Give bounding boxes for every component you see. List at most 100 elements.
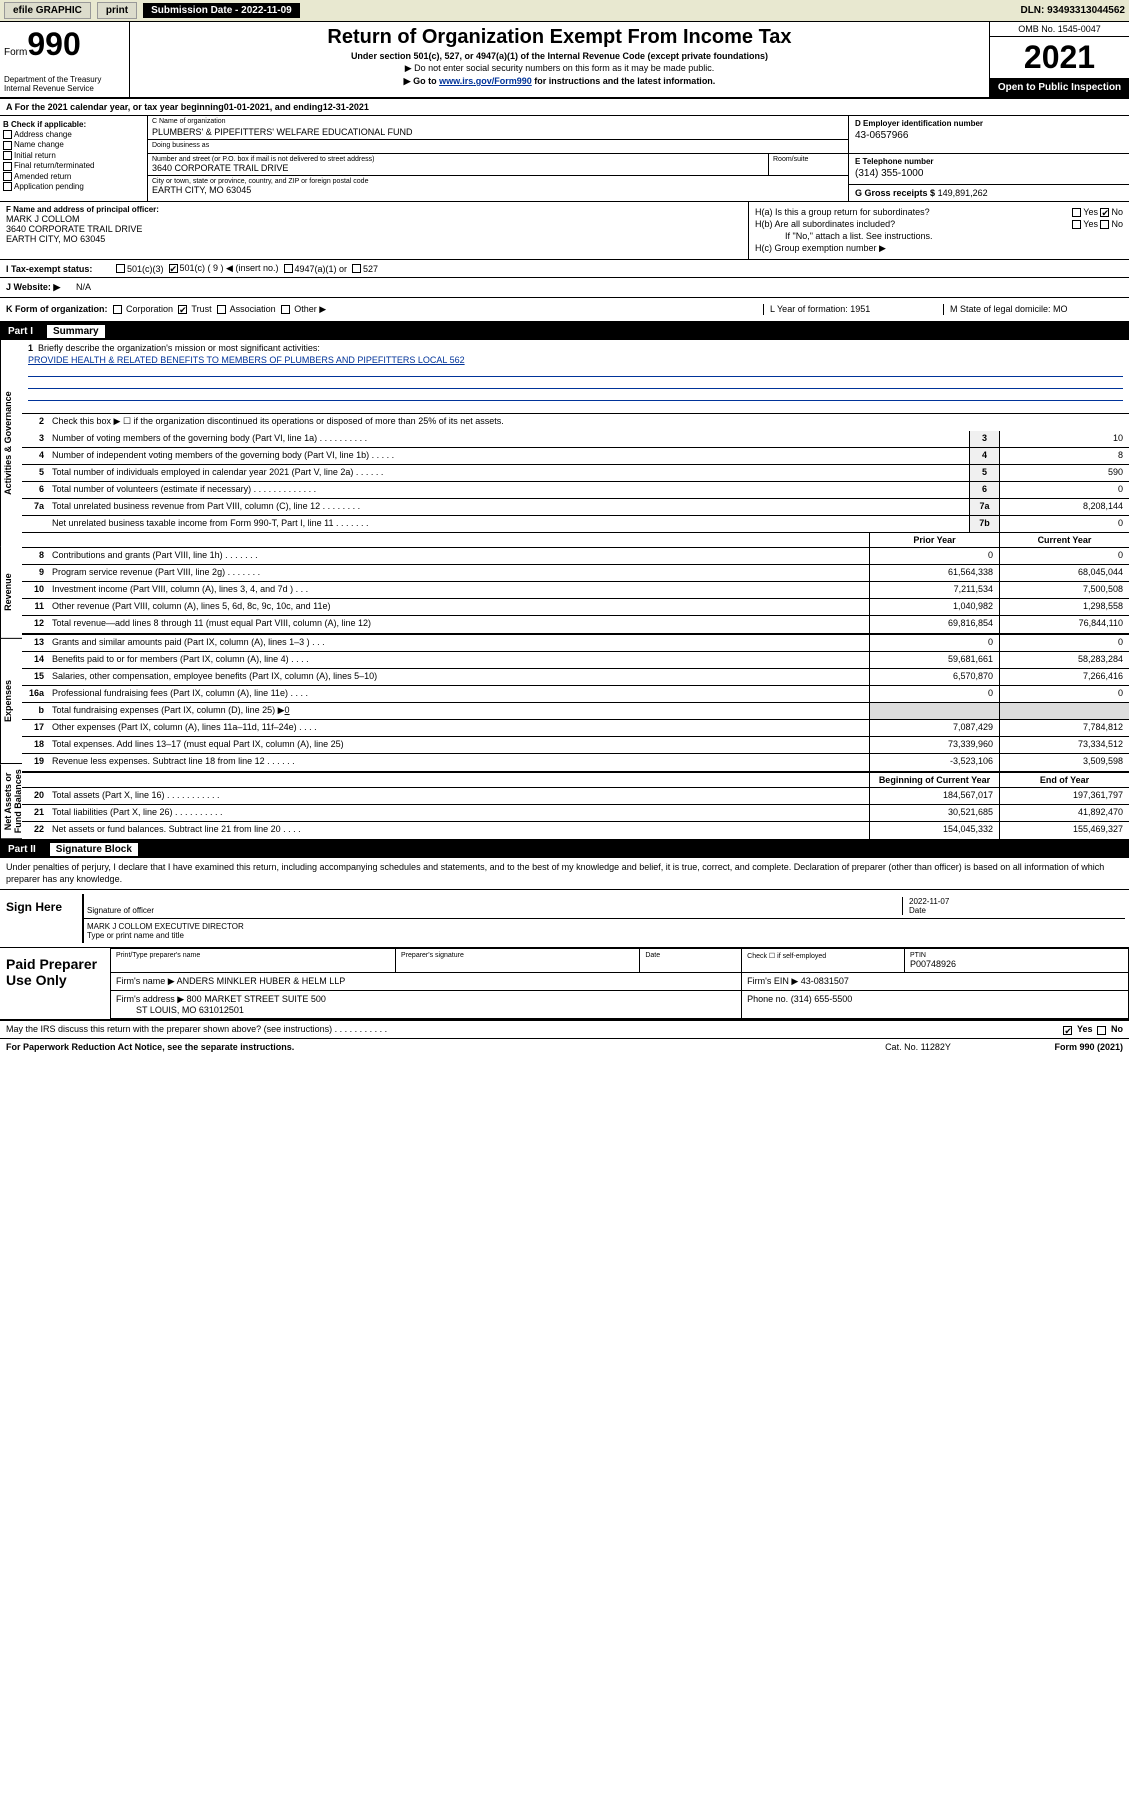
print-button[interactable]: print [97,2,137,19]
gross-value: 149,891,262 [938,188,988,198]
line11: Other revenue (Part VIII, column (A), li… [48,599,869,615]
line3: Number of voting members of the governin… [48,431,969,447]
subtitle-2: ▶ Do not enter social security numbers o… [138,63,981,74]
line19: Revenue less expenses. Subtract line 18 … [48,754,869,771]
room-label: Room/suite [768,154,848,175]
gross-label: G Gross receipts $ [855,188,935,198]
dln-value: DLN: 93493313044562 [1020,5,1125,16]
sign-here-label: Sign Here [0,890,70,947]
tel-value: (314) 355-1000 [855,166,1123,181]
eoy-hdr: End of Year [999,773,1129,787]
omb-number: OMB No. 1545-0047 [990,22,1129,37]
ein-value: 43-0657966 [855,128,1123,143]
top-toolbar: efile GRAPHIC print Submission Date - 20… [0,0,1129,22]
sig-name-label: Type or print name and title [87,931,184,940]
tax-year: 2021 [990,37,1129,78]
chk-527[interactable] [352,264,361,273]
sig-officer-label: Signature of officer [87,906,154,915]
irs-link[interactable]: www.irs.gov/Form990 [439,76,532,86]
line15: Salaries, other compensation, employee b… [48,669,869,685]
discuss-yes[interactable] [1063,1026,1072,1035]
sig-name: MARK J COLLOM EXECUTIVE DIRECTOR [87,922,244,931]
org-name-label: C Name of organization [148,116,848,127]
boy-hdr: Beginning of Current Year [869,773,999,787]
line8: Contributions and grants (Part VIII, lin… [48,548,869,564]
hb-yes[interactable] [1072,220,1081,229]
ha-no[interactable] [1100,208,1109,217]
hb-note: If "No," attach a list. See instructions… [755,231,1123,241]
firm-name: ANDERS MINKLER HUBER & HELM LLP [177,976,346,986]
sig-date: 2022-11-07 [909,897,949,906]
website-label: J Website: ▶ [6,282,76,293]
year-formation: L Year of formation: 1951 [763,304,943,315]
org-name: PLUMBERS' & PIPEFITTERS' WELFARE EDUCATI… [148,127,848,139]
firm-addr2: ST LOUIS, MO 631012501 [136,1005,244,1015]
chk-corp[interactable] [113,305,122,314]
chk-name-change[interactable] [3,141,12,150]
chk-trust[interactable] [178,305,187,314]
line12: Total revenue—add lines 8 through 11 (mu… [48,616,869,633]
officer-label: F Name and address of principal officer: [6,205,742,214]
chk-501c3[interactable] [116,264,125,273]
ha-label: H(a) Is this a group return for subordin… [755,207,930,217]
chk-assoc[interactable] [217,305,226,314]
line22: Net assets or fund balances. Subtract li… [48,822,869,839]
efile-button[interactable]: efile GRAPHIC [4,2,91,19]
chk-initial-return[interactable] [3,151,12,160]
line7b: Net unrelated business taxable income fr… [48,516,969,532]
dba-value [148,151,848,153]
line5: Total number of individuals employed in … [48,465,969,481]
line9: Program service revenue (Part VIII, line… [48,565,869,581]
prior-year-hdr: Prior Year [869,533,999,547]
part1-header: Part I Summary [0,323,1129,340]
side-expenses: Expenses [0,639,22,764]
chk-address-change[interactable] [3,130,12,139]
chk-app-pending[interactable] [3,182,12,191]
firm-addr1: 800 MARKET STREET SUITE 500 [187,994,326,1004]
signature-declaration: Under penalties of perjury, I declare th… [0,858,1129,890]
row-a-tax-year: A For the 2021 calendar year, or tax yea… [0,99,1129,116]
v7a: 8,208,144 [999,499,1129,515]
firm-phone: (314) 655-5500 [791,994,853,1004]
col-b-checkboxes: B Check if applicable: Address change Na… [0,116,148,201]
line16a: Professional fundraising fees (Part IX, … [48,686,869,702]
line7a: Total unrelated business revenue from Pa… [48,499,969,515]
dba-label: Doing business as [148,140,848,151]
side-netassets: Net Assets or Fund Balances [0,764,22,839]
hc-label: H(c) Group exemption number ▶ [755,243,1123,254]
cat-no: Cat. No. 11282Y [843,1042,993,1052]
line18: Total expenses. Add lines 13–17 (must eq… [48,737,869,753]
line17: Other expenses (Part IX, column (A), lin… [48,720,869,736]
officer-addr2: EARTH CITY, MO 63045 [6,234,742,244]
paid-preparer-label: Paid Preparer Use Only [0,948,110,1019]
discuss-question: May the IRS discuss this return with the… [6,1024,1063,1034]
ha-yes[interactable] [1072,208,1081,217]
ptin: P00748926 [910,959,956,969]
line6: Total number of volunteers (estimate if … [48,482,969,498]
line16b: Total fundraising expenses (Part IX, col… [48,703,869,719]
chk-final-return[interactable] [3,162,12,171]
discuss-no[interactable] [1097,1026,1106,1035]
subtitle-3: ▶ Go to www.irs.gov/Form990 for instruct… [138,76,981,87]
street-value: 3640 CORPORATE TRAIL DRIVE [152,163,764,173]
line1-label: Briefly describe the organization's miss… [38,343,320,353]
hb-label: H(b) Are all subordinates included? [755,219,895,229]
ein-label: D Employer identification number [855,119,1123,128]
v4: 8 [999,448,1129,464]
chk-501c[interactable] [169,264,178,273]
sig-date-label: Date [909,906,926,915]
v7b: 0 [999,516,1129,532]
line13: Grants and similar amounts paid (Part IX… [48,635,869,651]
firm-ein: 43-0831507 [801,976,849,986]
side-revenue: Revenue [0,547,22,639]
subtitle-1: Under section 501(c), 527, or 4947(a)(1)… [138,51,981,61]
status-label: I Tax-exempt status: [6,264,116,274]
dept-label: Department of the Treasury Internal Reve… [4,75,125,93]
hb-no[interactable] [1100,220,1109,229]
chk-amended[interactable] [3,172,12,181]
v5: 590 [999,465,1129,481]
chk-4947[interactable] [284,264,293,273]
chk-other[interactable] [281,305,290,314]
v6: 0 [999,482,1129,498]
form-number: 990 [27,26,80,62]
